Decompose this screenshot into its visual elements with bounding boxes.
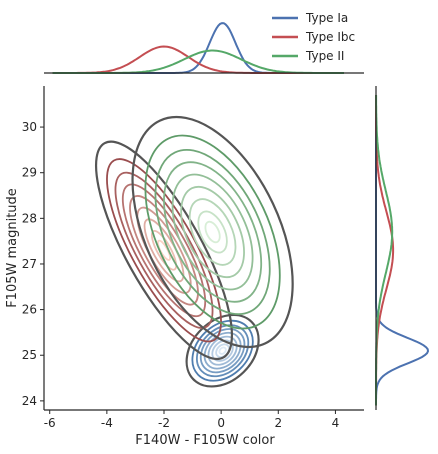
x-tick-label: -6 (44, 416, 56, 430)
right-marginal-type-ia (375, 95, 430, 406)
legend: Type Ia Type Ibc Type II (272, 11, 355, 63)
top-marginal-type-ii (52, 49, 344, 74)
contour-line (106, 158, 222, 343)
contour-line (199, 328, 246, 374)
top-marginal-type-ibc (52, 45, 344, 74)
contour-line (218, 346, 227, 355)
joint-kde-plot (94, 115, 294, 388)
contour-line (94, 140, 234, 361)
y-tick-label: 28 (22, 211, 37, 225)
contour-line (144, 134, 281, 330)
y-axis-title: F105W magnitude (5, 188, 20, 308)
top-marginal-type-ia (52, 22, 344, 74)
x-axis-title: F140W - F105W color (135, 433, 275, 448)
top-marginal-plot (44, 22, 364, 74)
y-tick-label: 26 (22, 303, 37, 317)
y-tick-label: 24 (22, 394, 37, 408)
x-tick-label: -2 (158, 416, 170, 430)
contour-line (204, 220, 221, 244)
legend-label: Type II (305, 49, 344, 63)
right-marginal-type-ii (375, 95, 394, 406)
legend-label: Type Ibc (305, 30, 355, 44)
y-tick-label: 30 (22, 120, 37, 134)
contour-line (196, 324, 250, 378)
legend-item: Type Ia (272, 11, 348, 25)
contour-line (180, 185, 245, 279)
contour-line (203, 331, 242, 370)
y-tick-label: 27 (22, 257, 37, 271)
contour-line (163, 161, 263, 303)
contour-line (121, 183, 207, 318)
x-tick-label: -4 (101, 416, 113, 430)
contours-type-ii (131, 115, 294, 349)
x-tick-label: 4 (332, 416, 340, 430)
contour-line (114, 171, 214, 329)
legend-item: Type Ibc (272, 30, 355, 44)
contour-line (188, 198, 237, 266)
legend-item: Type II (272, 49, 344, 63)
contour-line (207, 335, 238, 366)
x-tick-label: 2 (274, 416, 282, 430)
contour-line (171, 173, 254, 291)
right-marginal-plot (375, 86, 430, 410)
contour-line (191, 319, 254, 382)
contour-line (154, 148, 271, 316)
y-tick-label: 29 (22, 166, 37, 180)
contour-line (131, 115, 294, 349)
contours-type-ia (185, 313, 260, 388)
x-tick-label: 0 (217, 416, 225, 430)
contour-line (197, 210, 228, 254)
contour-line (150, 229, 178, 271)
legend-label: Type Ia (305, 11, 348, 25)
y-tick-label: 25 (22, 348, 37, 362)
contour-line (185, 313, 260, 388)
